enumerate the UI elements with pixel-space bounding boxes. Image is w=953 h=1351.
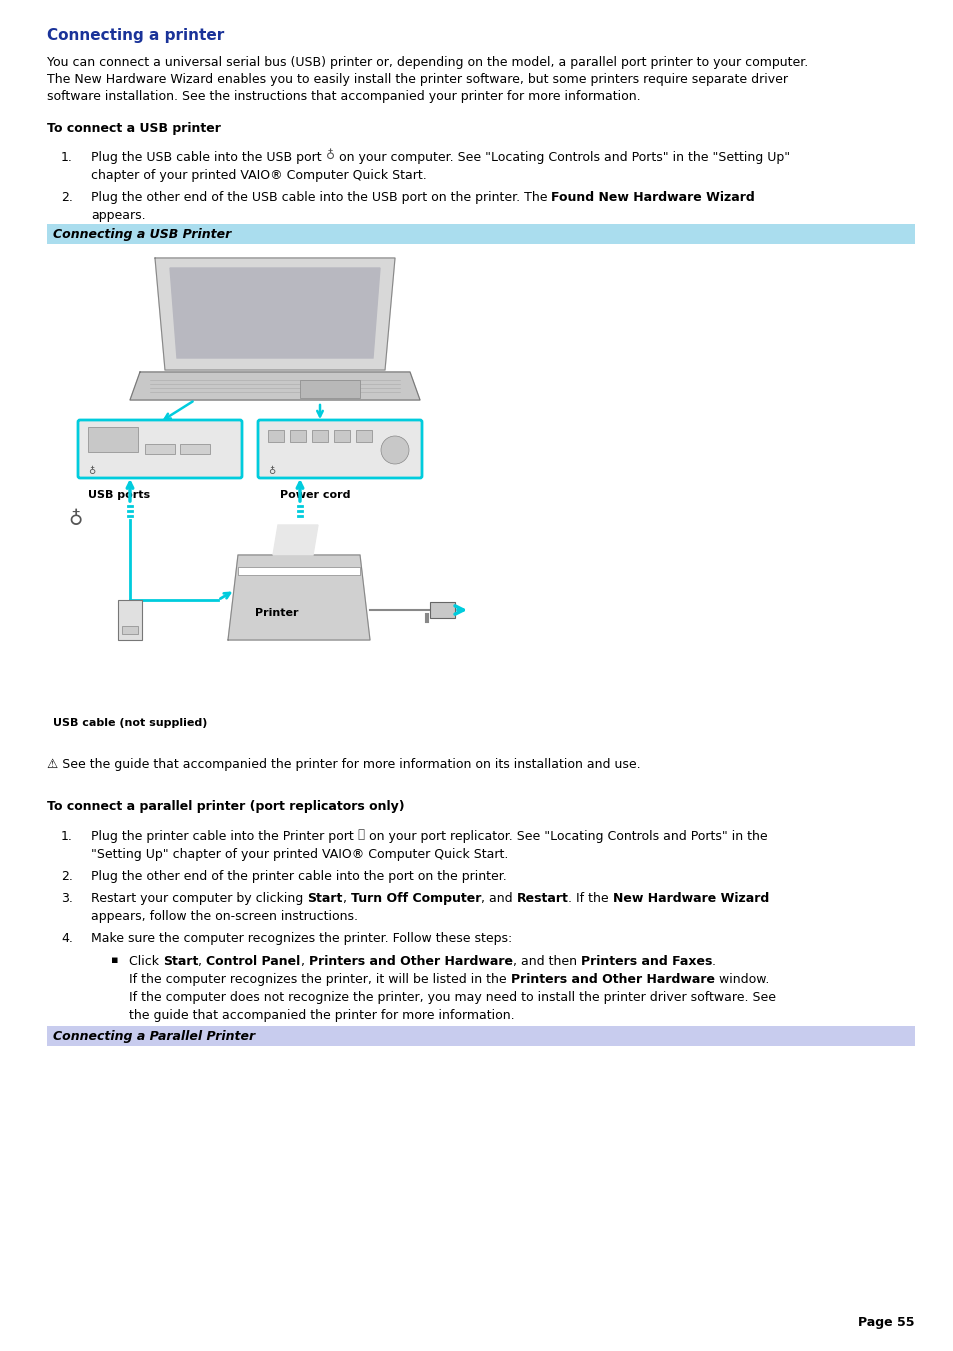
Polygon shape — [228, 555, 370, 640]
Text: Click: Click — [129, 955, 163, 969]
Text: ,: , — [198, 955, 206, 969]
Text: chapter of your printed VAIO® Computer Quick Start.: chapter of your printed VAIO® Computer Q… — [91, 169, 426, 182]
Text: appears.: appears. — [91, 209, 146, 222]
Text: the guide that accompanied the printer for more information.: the guide that accompanied the printer f… — [129, 1009, 514, 1021]
Text: To connect a USB printer: To connect a USB printer — [47, 122, 221, 135]
Text: Start: Start — [307, 892, 342, 905]
Bar — [334, 430, 350, 442]
Text: ⚠ See the guide that accompanied the printer for more information on its install: ⚠ See the guide that accompanied the pri… — [47, 758, 640, 771]
Text: USB ports: USB ports — [88, 490, 150, 500]
Text: .: . — [711, 955, 716, 969]
Text: , and then: , and then — [512, 955, 580, 969]
Polygon shape — [273, 526, 317, 555]
Text: USB cable (not supplied): USB cable (not supplied) — [52, 717, 207, 728]
Bar — [355, 430, 372, 442]
Text: ,: , — [300, 955, 309, 969]
Text: Printers and Other Hardware: Printers and Other Hardware — [510, 973, 714, 986]
Text: 4.: 4. — [61, 932, 72, 944]
Text: Plug the other end of the printer cable into the port on the printer.: Plug the other end of the printer cable … — [91, 870, 506, 884]
Text: If the computer recognizes the printer, it will be listed in the: If the computer recognizes the printer, … — [129, 973, 510, 986]
Text: Printers and Faxes: Printers and Faxes — [580, 955, 711, 969]
Text: Restart: Restart — [517, 892, 568, 905]
Text: Make sure the computer recognizes the printer. Follow these steps:: Make sure the computer recognizes the pr… — [91, 932, 512, 944]
Text: Found New Hardware Wizard: Found New Hardware Wizard — [551, 190, 755, 204]
Text: Connecting a Parallel Printer: Connecting a Parallel Printer — [53, 1029, 254, 1043]
Text: You can connect a universal serial bus (USB) printer or, depending on the model,: You can connect a universal serial bus (… — [47, 55, 807, 69]
Text: Restart your computer by clicking: Restart your computer by clicking — [91, 892, 307, 905]
Text: Control Panel: Control Panel — [206, 955, 300, 969]
Bar — [145, 444, 174, 454]
Text: 2.: 2. — [61, 870, 72, 884]
Text: ⎙: ⎙ — [357, 828, 364, 842]
Bar — [122, 626, 138, 634]
Text: ♁: ♁ — [325, 149, 335, 162]
Text: ♁: ♁ — [88, 466, 95, 476]
Polygon shape — [130, 372, 419, 400]
Text: Printer: Printer — [254, 608, 298, 617]
Text: Connecting a printer: Connecting a printer — [47, 28, 224, 43]
Text: "Setting Up" chapter of your printed VAIO® Computer Quick Start.: "Setting Up" chapter of your printed VAI… — [91, 848, 508, 861]
Text: Connecting a USB Printer: Connecting a USB Printer — [53, 228, 231, 240]
Text: Plug the printer cable into the Printer port: Plug the printer cable into the Printer … — [91, 830, 357, 843]
Text: Plug the USB cable into the USB port: Plug the USB cable into the USB port — [91, 151, 325, 163]
Text: ,: , — [342, 892, 351, 905]
Text: , and: , and — [480, 892, 517, 905]
Text: appears, follow the on-screen instructions.: appears, follow the on-screen instructio… — [91, 911, 357, 923]
Bar — [88, 427, 138, 453]
Bar — [299, 380, 359, 399]
Bar — [118, 600, 142, 640]
Text: Power cord: Power cord — [280, 490, 350, 500]
Text: New Hardware Wizard: New Hardware Wizard — [613, 892, 768, 905]
Text: . If the: . If the — [568, 892, 613, 905]
Text: Plug the other end of the USB cable into the USB port on the printer. The: Plug the other end of the USB cable into… — [91, 190, 551, 204]
Bar — [47, 1025, 914, 1046]
Bar — [47, 224, 914, 245]
Text: on your computer. See "Locating Controls and Ports" in the "Setting Up": on your computer. See "Locating Controls… — [335, 151, 789, 163]
Bar — [237, 567, 359, 576]
Text: ♁: ♁ — [268, 466, 274, 476]
Text: window.: window. — [714, 973, 768, 986]
Text: To connect a parallel printer (port replicators only): To connect a parallel printer (port repl… — [47, 800, 404, 813]
Text: Printers and Other Hardware: Printers and Other Hardware — [309, 955, 512, 969]
Polygon shape — [170, 267, 379, 358]
Text: 1.: 1. — [61, 830, 72, 843]
Text: 1.: 1. — [61, 151, 72, 163]
Text: Turn Off Computer: Turn Off Computer — [351, 892, 480, 905]
Text: If the computer does not recognize the printer, you may need to install the prin: If the computer does not recognize the p… — [129, 992, 775, 1004]
Text: ▪: ▪ — [111, 955, 118, 965]
Polygon shape — [154, 258, 395, 370]
Circle shape — [380, 436, 409, 463]
FancyBboxPatch shape — [257, 420, 421, 478]
Bar — [180, 444, 210, 454]
Text: on your port replicator. See "Locating Controls and Ports" in the: on your port replicator. See "Locating C… — [364, 830, 766, 843]
Text: Start: Start — [163, 955, 198, 969]
Bar — [312, 430, 328, 442]
Bar — [268, 430, 284, 442]
Bar — [290, 430, 306, 442]
Text: ♁: ♁ — [68, 509, 82, 530]
FancyBboxPatch shape — [78, 420, 242, 478]
Text: 2.: 2. — [61, 190, 72, 204]
Bar — [430, 603, 455, 617]
Text: The New Hardware Wizard enables you to easily install the printer software, but : The New Hardware Wizard enables you to e… — [47, 73, 787, 86]
Text: software installation. See the instructions that accompanied your printer for mo: software installation. See the instructi… — [47, 91, 640, 103]
Text: 3.: 3. — [61, 892, 72, 905]
Text: Page 55: Page 55 — [858, 1316, 914, 1329]
